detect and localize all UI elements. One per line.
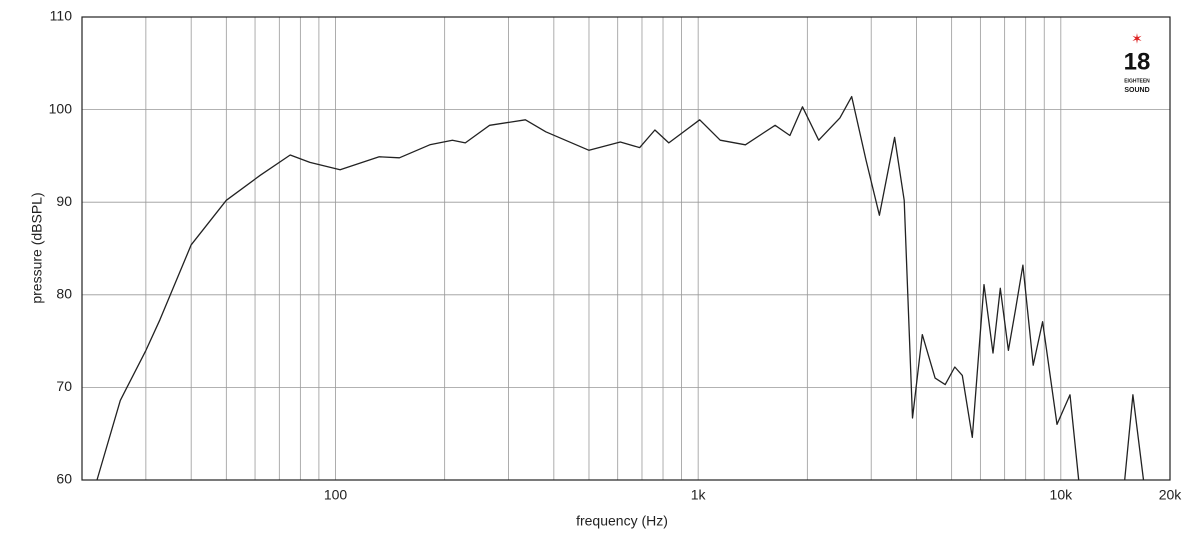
logo: ✶ 18 EIGHTEEN SOUND <box>1124 31 1151 94</box>
y-tick-label: 110 <box>50 8 73 24</box>
x-axis-label: frequency (Hz) <box>576 513 668 529</box>
y-tick-label: 70 <box>56 378 72 394</box>
x-tick-label: 1k <box>691 487 707 503</box>
logo-number: 18 <box>1124 48 1151 75</box>
x-tick-label: 100 <box>324 487 348 503</box>
y-axis-label: pressure (dBSPL) <box>29 192 45 303</box>
logo-text: SOUND <box>1124 87 1149 94</box>
x-tick-label: 20k <box>1159 487 1183 503</box>
y-tick-label: 100 <box>49 100 73 116</box>
logo-text: EIGHTEEN <box>1124 78 1150 84</box>
x-tick-label: 10k <box>1050 487 1074 503</box>
y-tick-label: 60 <box>56 471 72 487</box>
plot-frame <box>81 16 1171 481</box>
y-tick-label: 90 <box>56 193 72 209</box>
y-tick-label: 80 <box>56 286 72 302</box>
series-line <box>96 95 1145 481</box>
logo-star: ✶ <box>1131 31 1143 47</box>
